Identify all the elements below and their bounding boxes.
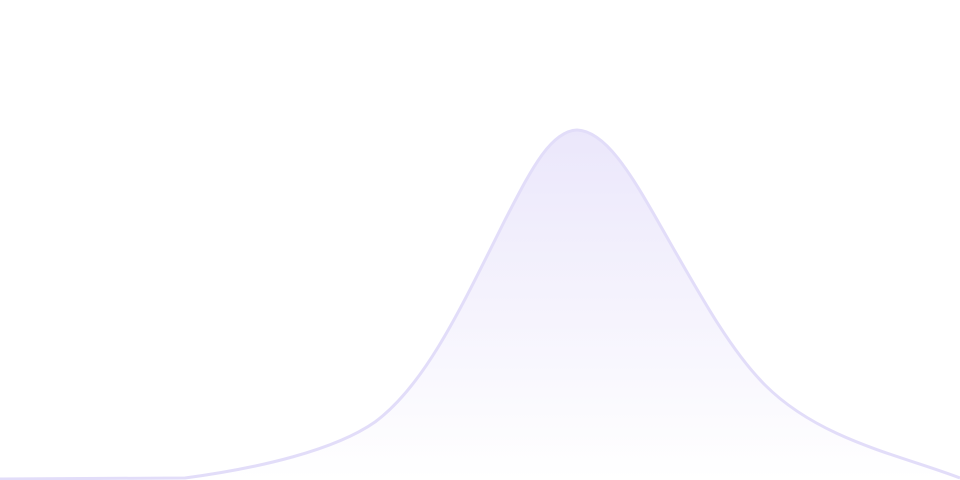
wave-line [0,128,960,480]
wave-fill [0,130,960,480]
